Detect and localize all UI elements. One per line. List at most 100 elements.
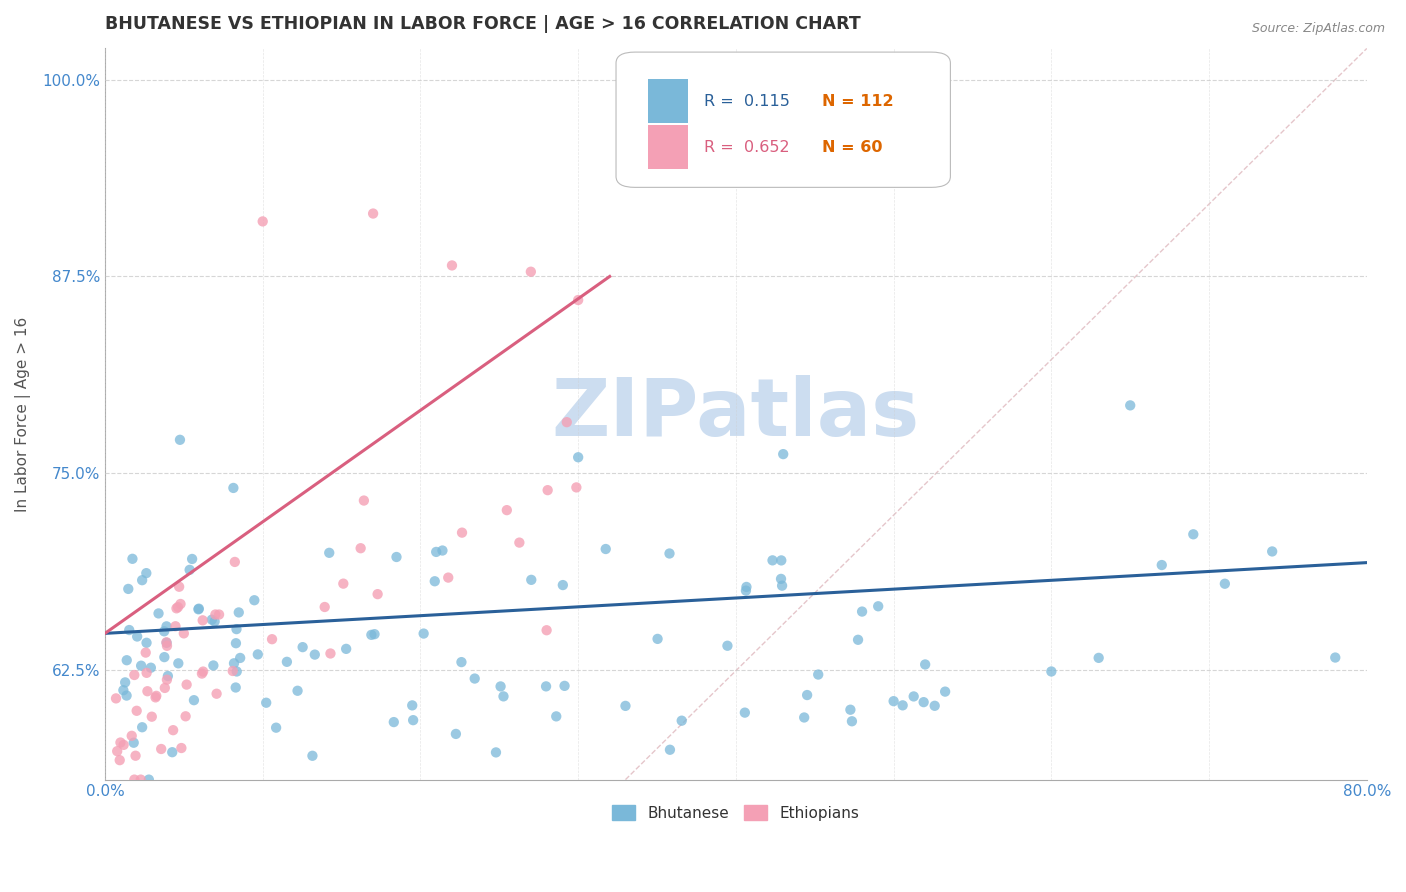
- Point: [246, 648, 269, 662]
- Point: [135, 646, 157, 660]
- Point: [934, 684, 956, 698]
- Point: [401, 698, 423, 713]
- Point: [304, 648, 326, 662]
- Point: [891, 698, 914, 713]
- Point: [567, 450, 589, 465]
- Point: [167, 580, 190, 594]
- Point: [1213, 576, 1236, 591]
- Point: [361, 206, 384, 220]
- Point: [170, 741, 193, 756]
- Point: [135, 665, 157, 680]
- Point: [115, 689, 138, 703]
- Point: [183, 693, 205, 707]
- Point: [464, 672, 486, 686]
- Point: [291, 640, 314, 654]
- Text: ZIPatlas: ZIPatlas: [551, 375, 920, 453]
- Point: [252, 214, 274, 228]
- Point: [129, 658, 152, 673]
- Point: [425, 545, 447, 559]
- Point: [287, 683, 309, 698]
- Point: [222, 664, 245, 678]
- Point: [131, 720, 153, 734]
- Point: [658, 547, 681, 561]
- Point: [229, 651, 252, 665]
- Y-axis label: In Labor Force | Age > 16: In Labor Force | Age > 16: [15, 317, 31, 512]
- FancyBboxPatch shape: [616, 52, 950, 187]
- Text: R =  0.652: R = 0.652: [704, 140, 790, 154]
- Point: [423, 574, 446, 589]
- Point: [155, 636, 177, 650]
- Point: [363, 627, 385, 641]
- Point: [846, 632, 869, 647]
- Point: [208, 607, 231, 622]
- Point: [162, 745, 184, 759]
- Point: [153, 650, 176, 665]
- Point: [124, 668, 146, 682]
- Point: [537, 483, 560, 498]
- FancyBboxPatch shape: [648, 125, 688, 169]
- Point: [153, 681, 176, 695]
- Point: [122, 736, 145, 750]
- Point: [136, 684, 159, 698]
- Point: [204, 607, 226, 622]
- Point: [444, 727, 467, 741]
- Point: [191, 666, 214, 681]
- Point: [138, 772, 160, 787]
- Point: [165, 619, 187, 633]
- Point: [440, 259, 463, 273]
- Point: [520, 573, 543, 587]
- Point: [319, 647, 342, 661]
- Point: [770, 553, 793, 567]
- Point: [314, 599, 336, 614]
- Point: [127, 630, 149, 644]
- Point: [883, 694, 905, 708]
- Point: [155, 619, 177, 633]
- Point: [761, 553, 783, 567]
- Point: [841, 714, 863, 729]
- Point: [124, 772, 146, 787]
- Point: [150, 742, 173, 756]
- Point: [903, 690, 925, 704]
- Text: R =  0.115: R = 0.115: [704, 94, 790, 109]
- Point: [551, 578, 574, 592]
- Point: [567, 293, 589, 307]
- Point: [135, 566, 157, 581]
- Point: [318, 546, 340, 560]
- Point: [187, 602, 209, 616]
- Point: [770, 579, 793, 593]
- Point: [647, 632, 669, 646]
- Point: [385, 549, 408, 564]
- Point: [868, 599, 890, 614]
- Text: N = 60: N = 60: [821, 140, 882, 154]
- Point: [335, 641, 357, 656]
- Point: [167, 657, 190, 671]
- Point: [105, 691, 128, 706]
- Point: [716, 639, 738, 653]
- Point: [204, 615, 226, 629]
- Point: [202, 658, 225, 673]
- Legend: Bhutanese, Ethiopians: Bhutanese, Ethiopians: [606, 798, 866, 827]
- Point: [536, 624, 558, 638]
- Point: [243, 593, 266, 607]
- Point: [367, 587, 389, 601]
- Point: [228, 606, 250, 620]
- Point: [121, 729, 143, 743]
- Point: [121, 551, 143, 566]
- Point: [301, 748, 323, 763]
- Point: [1182, 527, 1205, 541]
- Point: [534, 679, 557, 693]
- Point: [114, 675, 136, 690]
- Point: [167, 600, 190, 615]
- Point: [793, 710, 815, 724]
- Point: [145, 689, 167, 703]
- Point: [554, 679, 576, 693]
- Point: [166, 601, 188, 615]
- Point: [224, 555, 246, 569]
- Point: [139, 661, 162, 675]
- Point: [225, 636, 247, 650]
- Point: [382, 715, 405, 730]
- Point: [658, 743, 681, 757]
- Point: [350, 541, 373, 556]
- Text: Source: ZipAtlas.com: Source: ZipAtlas.com: [1251, 22, 1385, 36]
- Point: [187, 601, 209, 615]
